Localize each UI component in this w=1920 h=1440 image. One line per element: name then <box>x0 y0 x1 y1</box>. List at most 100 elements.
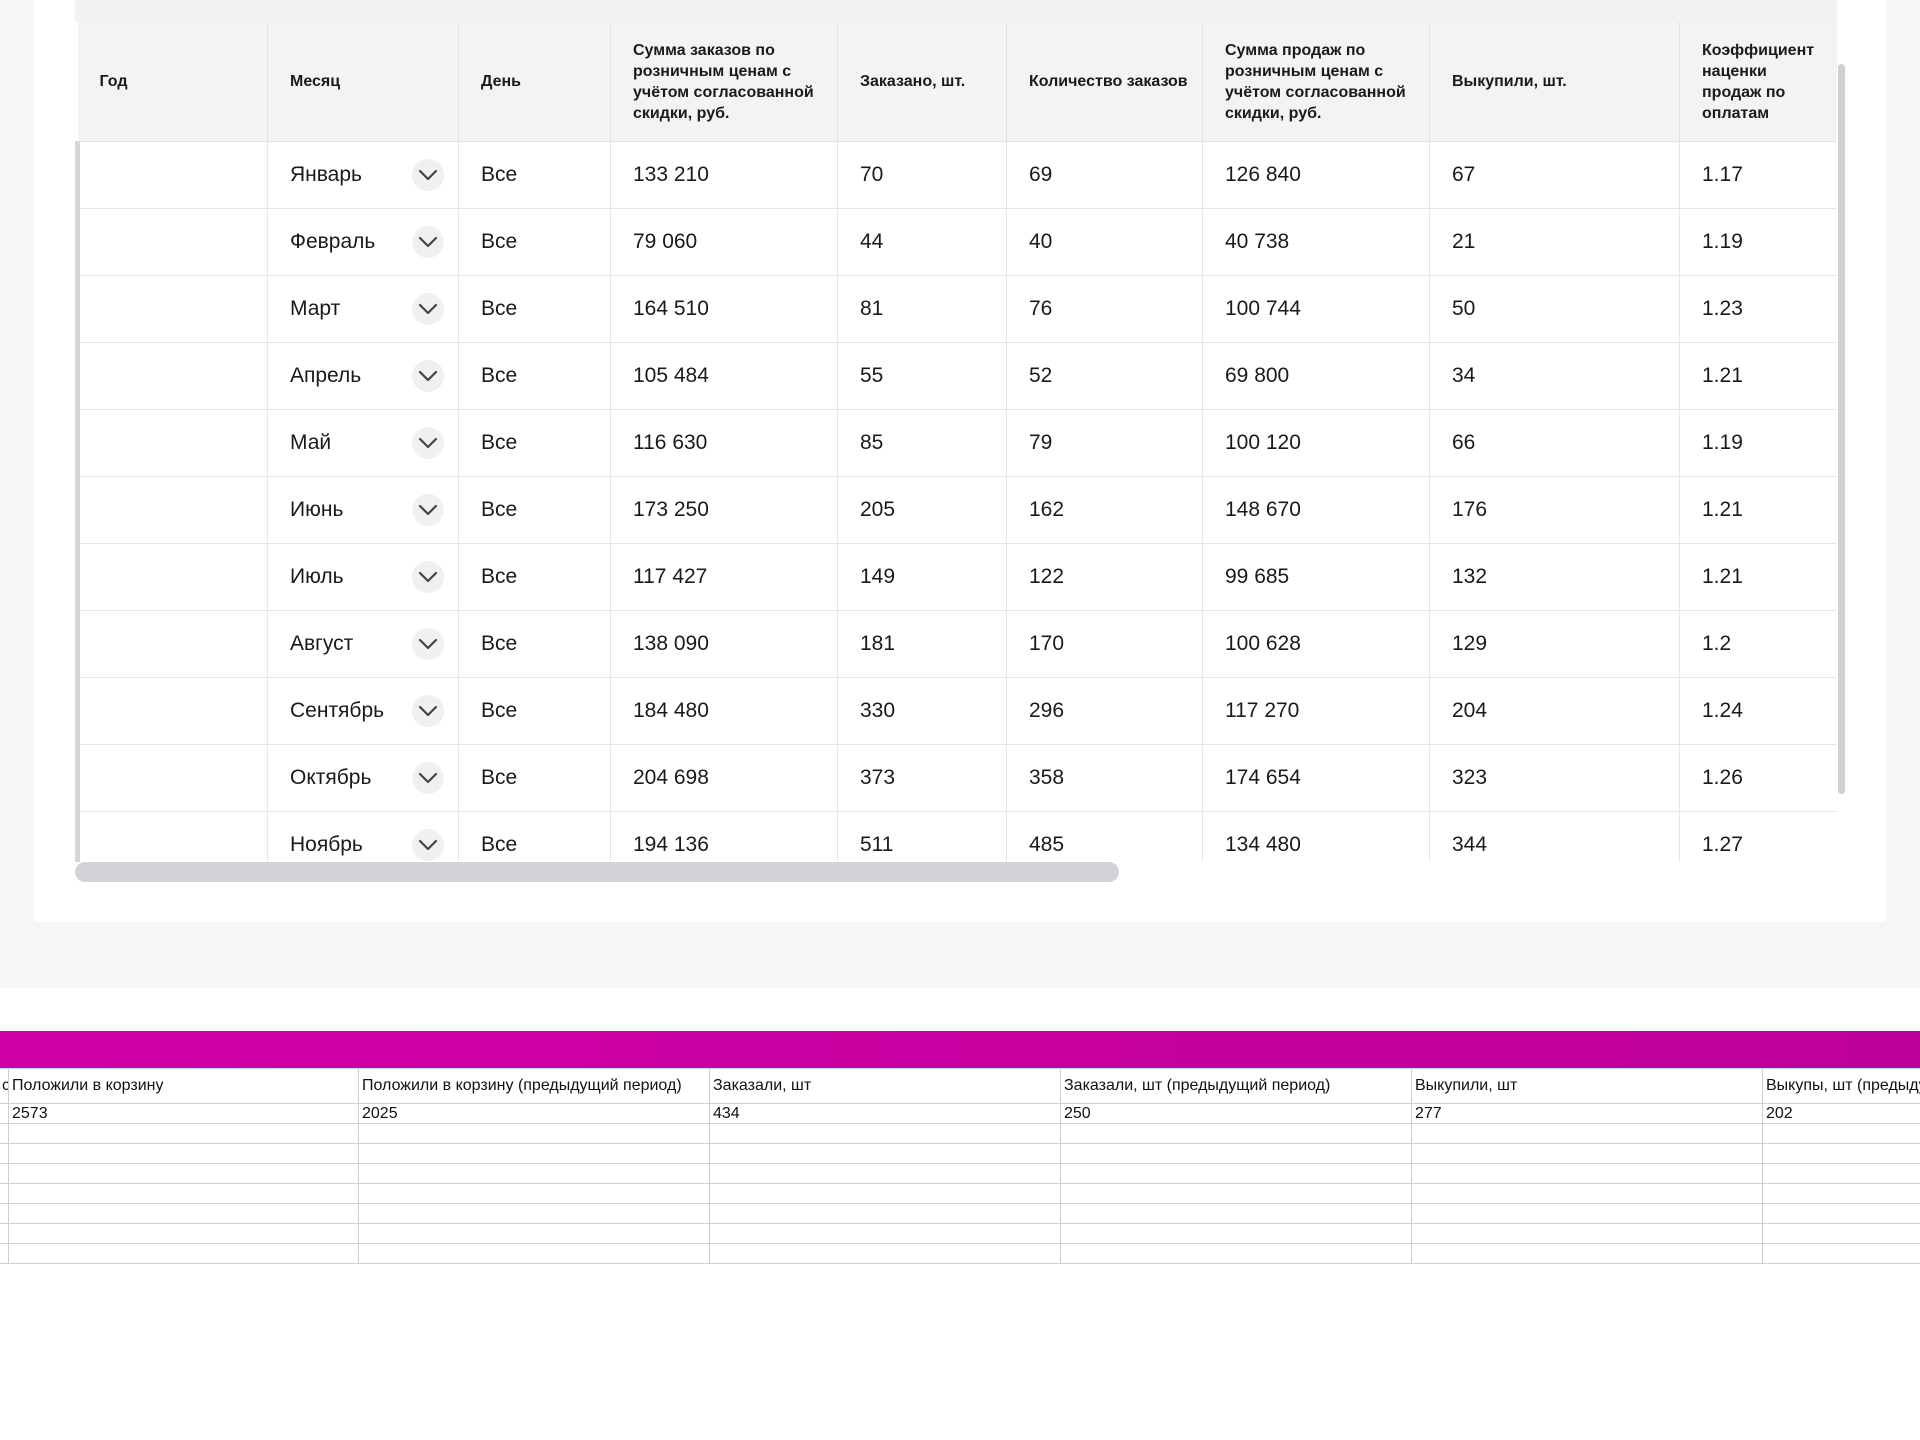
sheet-value-cell[interactable]: 2025 <box>358 1103 710 1124</box>
sheet-empty-cell[interactable] <box>358 1143 710 1164</box>
sheet-value-cell[interactable]: 2573 <box>8 1103 359 1124</box>
col-header-markup[interactable]: Коэффициент наценки продаж по оплатам <box>1679 22 1837 142</box>
sheet-empty-cell[interactable] <box>0 1203 9 1224</box>
sheet-empty-cell[interactable] <box>709 1223 1061 1244</box>
sheet-empty-cell[interactable] <box>1411 1183 1763 1204</box>
sheet-value-cell[interactable]: 277 <box>1411 1103 1763 1124</box>
sheet-empty-cell[interactable] <box>709 1163 1061 1184</box>
chevron-down-icon[interactable] <box>412 695 444 727</box>
sheet-empty-cell[interactable] <box>0 1223 9 1244</box>
sheet-empty-cell[interactable] <box>358 1243 710 1264</box>
sheet-header-cell[interactable]: Заказали, шт (предыдущий период) <box>1060 1068 1412 1104</box>
sheet-empty-cell[interactable] <box>1060 1123 1412 1144</box>
month-selector[interactable]: Февраль <box>290 226 444 258</box>
sheet-empty-cell[interactable] <box>358 1183 710 1204</box>
sheet-empty-cell[interactable] <box>0 1123 9 1144</box>
sheet-empty-cell[interactable] <box>358 1163 710 1184</box>
sheet-header-cell[interactable]: с <box>0 1068 9 1104</box>
sheet-header-cell[interactable]: Выкупы, шт (предыдущий период) <box>1762 1068 1920 1104</box>
sheet-value-cell[interactable]: 202 <box>1762 1103 1920 1124</box>
sheet-empty-cell[interactable] <box>1060 1143 1412 1164</box>
month-selector[interactable]: Май <box>290 427 444 459</box>
sheet-empty-cell[interactable] <box>1411 1123 1763 1144</box>
sheet-empty-cell[interactable] <box>1762 1183 1920 1204</box>
sheet-empty-cell[interactable] <box>1411 1163 1763 1184</box>
sheet-empty-cell[interactable] <box>1060 1163 1412 1184</box>
sheet-empty-cell[interactable] <box>1060 1243 1412 1264</box>
sheet-empty-cell[interactable] <box>709 1123 1061 1144</box>
sheet-header-cell[interactable]: Выкупили, шт <box>1411 1068 1763 1104</box>
sheet-empty-cell[interactable] <box>8 1143 359 1164</box>
sheet-empty-cell[interactable] <box>0 1243 9 1264</box>
chevron-down-icon[interactable] <box>412 628 444 660</box>
sheet-empty-cell[interactable] <box>1060 1223 1412 1244</box>
table-row: Октябрь Все 204 698 373 358 174 654 323 1.26 <box>75 744 1837 812</box>
sheet-empty-cell[interactable] <box>1060 1183 1412 1204</box>
sheet-value-cell[interactable]: 250 <box>1060 1103 1412 1124</box>
chevron-down-icon[interactable] <box>412 159 444 191</box>
month-selector[interactable]: Апрель <box>290 360 444 392</box>
sheet-empty-cell[interactable] <box>1060 1203 1412 1224</box>
col-header-ordered[interactable]: Заказано, шт. <box>837 22 1007 142</box>
chevron-down-icon[interactable] <box>412 360 444 392</box>
sheet-empty-cell[interactable] <box>8 1243 359 1264</box>
sheet-empty-cell[interactable] <box>709 1243 1061 1264</box>
sheet-empty-cell[interactable] <box>1762 1243 1920 1264</box>
sheet-value-cell[interactable]: 434 <box>709 1103 1061 1124</box>
sheet-empty-cell[interactable] <box>1411 1223 1763 1244</box>
sheet-header-cell[interactable]: Положили в корзину (предыдущий период) <box>358 1068 710 1104</box>
sheet-empty-cell[interactable] <box>1762 1143 1920 1164</box>
chevron-down-icon[interactable] <box>412 427 444 459</box>
sheet-empty-cell[interactable] <box>1762 1203 1920 1224</box>
sheet-empty-cell[interactable] <box>1411 1143 1763 1164</box>
month-selector[interactable]: Июль <box>290 561 444 593</box>
month-selector[interactable]: Март <box>290 293 444 325</box>
table-row: Сентябрь Все 184 480 330 296 117 270 204 1.24 <box>75 677 1837 745</box>
col-header-month[interactable]: Месяц <box>267 22 459 142</box>
sheet-empty-cell[interactable] <box>0 1183 9 1204</box>
sheet-empty-cell[interactable] <box>8 1223 359 1244</box>
col-header-day[interactable]: День <box>458 22 611 142</box>
sheet-empty-cell[interactable] <box>709 1143 1061 1164</box>
sheet-empty-cell[interactable] <box>8 1163 359 1184</box>
sheet-empty-cell[interactable] <box>709 1203 1061 1224</box>
chevron-down-icon[interactable] <box>412 829 444 861</box>
month-selector[interactable]: Июнь <box>290 494 444 526</box>
sheet-empty-cell[interactable] <box>8 1183 359 1204</box>
cell-markup: 1.19 <box>1679 208 1837 276</box>
col-header-year[interactable]: Год <box>77 22 268 142</box>
sheet-empty-cell[interactable] <box>358 1203 710 1224</box>
chevron-down-icon[interactable] <box>412 762 444 794</box>
month-selector[interactable]: Октябрь <box>290 762 444 794</box>
chevron-down-icon[interactable] <box>412 226 444 258</box>
cell-bought: 132 <box>1429 543 1680 611</box>
chevron-down-icon[interactable] <box>412 293 444 325</box>
sheet-empty-cell[interactable] <box>0 1163 9 1184</box>
chevron-down-icon[interactable] <box>412 494 444 526</box>
sheet-empty-cell[interactable] <box>0 1143 9 1164</box>
col-header-orders-count[interactable]: Количество заказов <box>1006 22 1203 142</box>
sheet-empty-cell[interactable] <box>358 1223 710 1244</box>
col-header-orders-sum[interactable]: Сумма заказов по розничным ценам с учёто… <box>610 22 838 142</box>
col-header-bought[interactable]: Выкупили, шт. <box>1429 22 1680 142</box>
sheet-empty-cell[interactable] <box>1411 1243 1763 1264</box>
sheet-empty-cell[interactable] <box>358 1123 710 1144</box>
sheet-empty-cell[interactable] <box>1762 1123 1920 1144</box>
sheet-empty-cell[interactable] <box>1762 1163 1920 1184</box>
sheet-header-cell[interactable]: Положили в корзину <box>8 1068 359 1104</box>
vertical-scrollbar[interactable] <box>1838 64 1845 794</box>
sheet-empty-cell[interactable] <box>1762 1223 1920 1244</box>
sheet-empty-cell[interactable] <box>709 1183 1061 1204</box>
month-selector[interactable]: Январь <box>290 159 444 191</box>
month-selector[interactable]: Ноябрь <box>290 829 444 861</box>
col-header-sales-sum[interactable]: Сумма продаж по розничным ценам с учётом… <box>1202 22 1430 142</box>
month-selector[interactable]: Сентябрь <box>290 695 444 727</box>
sheet-empty-cell[interactable] <box>1411 1203 1763 1224</box>
month-selector[interactable]: Август <box>290 628 444 660</box>
horizontal-scrollbar[interactable] <box>75 862 1119 882</box>
sheet-header-cell[interactable]: Заказали, шт <box>709 1068 1061 1104</box>
sheet-empty-cell[interactable] <box>8 1203 359 1224</box>
sheet-value-cell[interactable] <box>0 1103 9 1124</box>
chevron-down-icon[interactable] <box>412 561 444 593</box>
sheet-empty-cell[interactable] <box>8 1123 359 1144</box>
